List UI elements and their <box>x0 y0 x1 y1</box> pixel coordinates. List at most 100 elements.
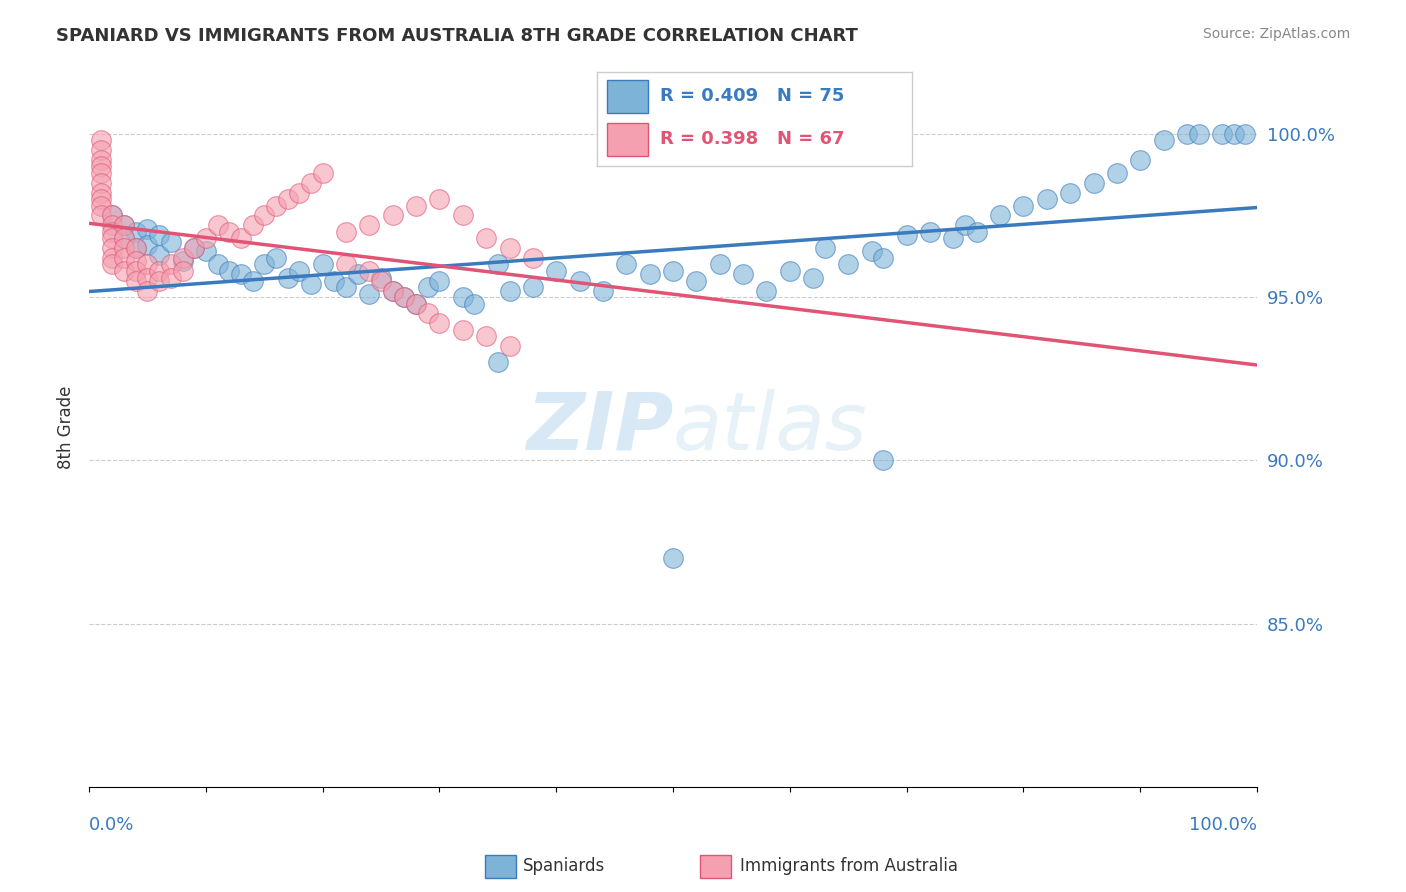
Point <box>172 251 194 265</box>
Point <box>242 274 264 288</box>
Point <box>638 267 661 281</box>
Point <box>685 274 707 288</box>
Point <box>136 221 159 235</box>
Point <box>172 264 194 278</box>
Point <box>486 355 509 369</box>
Point <box>498 241 520 255</box>
Point <box>101 219 124 233</box>
Point <box>1222 127 1244 141</box>
Point <box>872 453 894 467</box>
Point <box>370 270 392 285</box>
Point <box>451 290 474 304</box>
Point <box>112 219 135 233</box>
Point <box>381 284 404 298</box>
Point <box>288 186 311 200</box>
Point <box>498 284 520 298</box>
Point <box>801 270 824 285</box>
Text: SPANIARD VS IMMIGRANTS FROM AUSTRALIA 8TH GRADE CORRELATION CHART: SPANIARD VS IMMIGRANTS FROM AUSTRALIA 8T… <box>56 27 858 45</box>
Point <box>1012 199 1035 213</box>
Point <box>148 274 170 288</box>
Point <box>148 264 170 278</box>
Point <box>229 231 252 245</box>
Point <box>662 264 685 278</box>
Point <box>112 231 135 245</box>
Point <box>918 225 941 239</box>
Point <box>335 280 357 294</box>
Point <box>416 306 439 320</box>
Point <box>194 231 217 245</box>
Point <box>125 225 148 239</box>
Text: Spaniards: Spaniards <box>523 857 605 875</box>
Point <box>125 241 148 255</box>
Point <box>90 166 112 180</box>
Point <box>112 251 135 265</box>
Point <box>709 257 731 271</box>
Text: Source: ZipAtlas.com: Source: ZipAtlas.com <box>1202 27 1350 41</box>
Point <box>394 290 416 304</box>
Point <box>112 219 135 233</box>
Point <box>277 192 299 206</box>
Point <box>299 277 322 291</box>
Point <box>779 264 801 278</box>
Point <box>522 280 544 294</box>
Point <box>1105 166 1128 180</box>
Point <box>346 267 368 281</box>
Point <box>614 257 637 271</box>
Point <box>1175 127 1198 141</box>
Point <box>1036 192 1059 206</box>
Point <box>1083 176 1105 190</box>
Point <box>733 267 755 281</box>
Point <box>101 251 124 265</box>
Point <box>394 290 416 304</box>
Point <box>966 225 988 239</box>
Point <box>229 267 252 281</box>
Point <box>1234 127 1257 141</box>
Point <box>90 153 112 167</box>
Point <box>311 166 333 180</box>
Point <box>90 199 112 213</box>
Point <box>370 274 392 288</box>
Point <box>101 209 124 223</box>
Point <box>159 257 181 271</box>
Point <box>148 228 170 243</box>
Point <box>242 219 264 233</box>
Point <box>136 257 159 271</box>
Point <box>359 264 381 278</box>
Point <box>90 209 112 223</box>
Point <box>90 192 112 206</box>
Point <box>953 219 976 233</box>
Point <box>183 241 205 255</box>
Point <box>218 225 240 239</box>
Point <box>335 225 357 239</box>
Y-axis label: 8th Grade: 8th Grade <box>58 386 75 469</box>
Point <box>988 209 1011 223</box>
Point <box>101 209 124 223</box>
Point <box>218 264 240 278</box>
Point <box>194 244 217 259</box>
Text: atlas: atlas <box>673 389 868 467</box>
Point <box>416 280 439 294</box>
Point <box>264 199 287 213</box>
Point <box>896 228 918 243</box>
Point <box>136 270 159 285</box>
Text: ZIP: ZIP <box>526 389 673 467</box>
Point <box>299 176 322 190</box>
Point <box>101 241 124 255</box>
Point <box>381 284 404 298</box>
Point <box>112 231 135 245</box>
Point <box>125 254 148 268</box>
Point <box>323 274 346 288</box>
Point <box>90 160 112 174</box>
Point <box>592 284 614 298</box>
Point <box>335 257 357 271</box>
Point <box>277 270 299 285</box>
Point <box>207 219 229 233</box>
Point <box>136 238 159 252</box>
Point <box>475 329 498 343</box>
Point <box>381 209 404 223</box>
Point <box>1129 153 1152 167</box>
Point <box>1211 127 1233 141</box>
Point <box>207 257 229 271</box>
Point <box>136 284 159 298</box>
Point <box>101 225 124 239</box>
